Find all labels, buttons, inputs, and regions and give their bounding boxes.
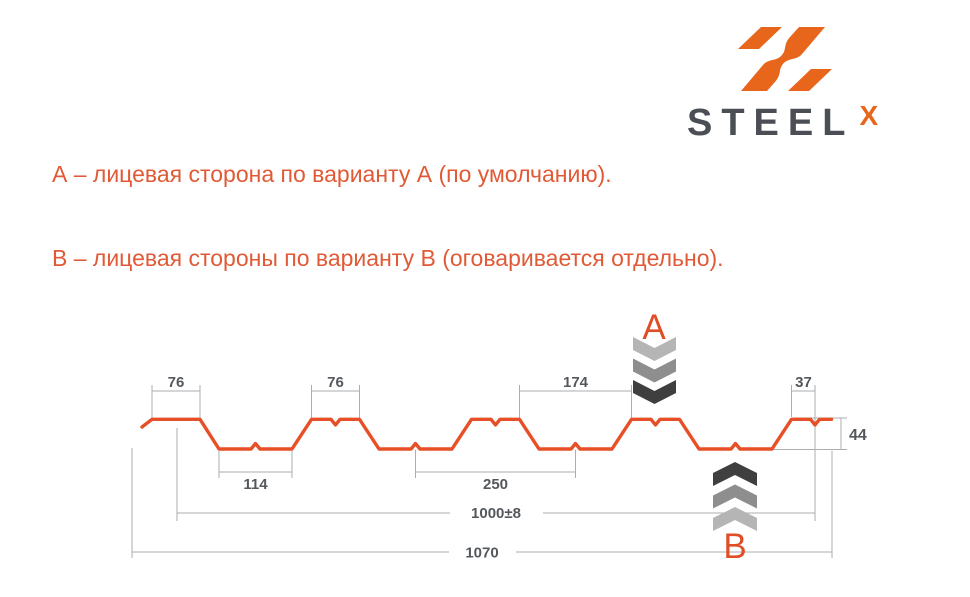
- note-variant-a: А – лицевая сторона по варианту А (по ум…: [52, 161, 612, 187]
- logo-superscript-x: X: [859, 100, 879, 131]
- chevron-up-dark: [713, 462, 757, 486]
- dim-crest-gap-label: 174: [563, 374, 589, 391]
- dim-crest2-label: 76: [327, 374, 344, 391]
- profile-outline: [140, 417, 834, 451]
- note-variant-b: В – лицевая стороны по варианту В (огова…: [52, 245, 724, 271]
- dim-edge-rib-lines: [791, 385, 816, 423]
- dim-valley-lines: [218, 451, 293, 478]
- chevron-down-dark: [633, 380, 676, 404]
- chevron-down-mid: [633, 358, 676, 383]
- steelx-logo-icon: [738, 27, 832, 91]
- dim-working-width-label: 1000±8: [471, 505, 521, 522]
- logo-arm-bottom-right: [788, 69, 832, 91]
- marker-b-label: B: [723, 527, 746, 566]
- dim-overall-width-lines: [131, 448, 833, 558]
- logo-ribbon: [741, 27, 825, 91]
- dim-valley-label: 114: [243, 476, 268, 493]
- chevron-down-light: [633, 337, 676, 361]
- dim-crest2-lines: [311, 385, 360, 418]
- dim-working-width-lines: [176, 426, 816, 521]
- logo-arm-top-left: [738, 27, 782, 49]
- dim-height-label: 44: [849, 427, 867, 444]
- dim-crest-gap-lines: [519, 385, 632, 418]
- chevron-up-light: [713, 507, 757, 531]
- dim-crest1-lines: [151, 385, 201, 418]
- dim-pitch-label: 250: [483, 476, 508, 493]
- dim-crest1-label: 76: [168, 374, 185, 391]
- chevrons-b-icon: [713, 462, 757, 531]
- chevrons-a-icon: [633, 337, 676, 404]
- dim-pitch-lines: [415, 450, 576, 478]
- dimension-lines: [131, 385, 847, 558]
- dim-height-lines: [773, 417, 847, 450]
- dim-edge-rib-label: 37: [795, 374, 812, 391]
- dim-overall-width-label: 1070: [465, 545, 498, 562]
- marker-a-label: A: [642, 308, 666, 347]
- chevron-up-mid: [713, 484, 757, 509]
- logo-wordmark: STEEL: [687, 102, 855, 144]
- logo-wordmark-row: STEEL X: [687, 100, 879, 144]
